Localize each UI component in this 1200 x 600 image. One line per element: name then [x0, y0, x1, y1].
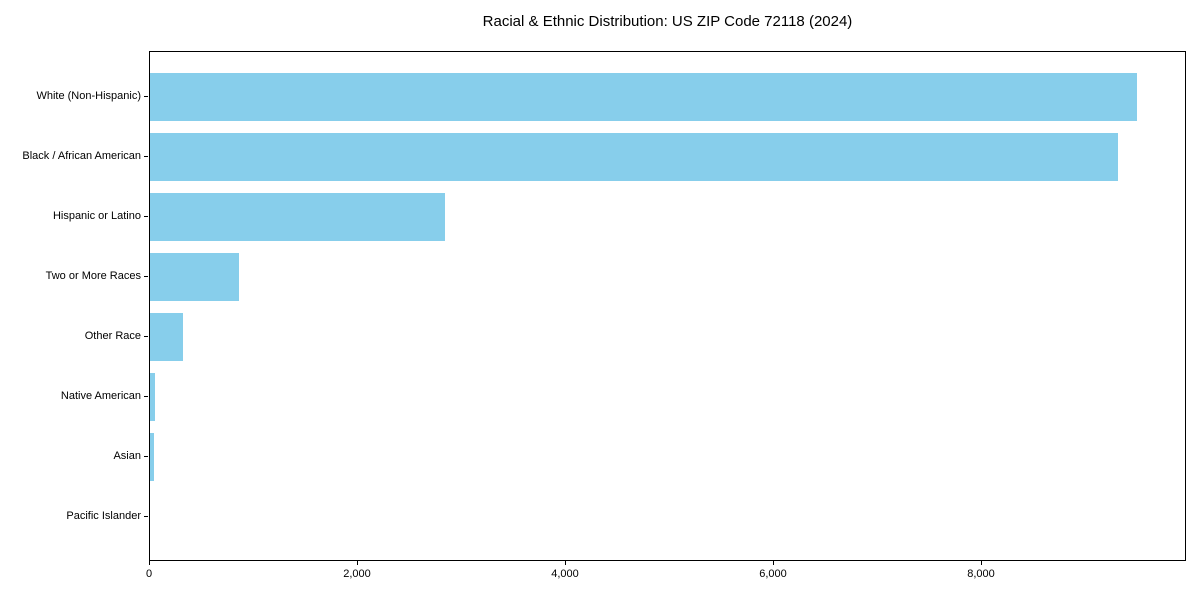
x-tick-label: 6,000 — [759, 568, 787, 580]
bar — [150, 73, 1137, 121]
x-tick-label: 2,000 — [343, 568, 371, 580]
y-tick-mark — [144, 516, 148, 517]
x-tick-mark — [357, 561, 358, 565]
y-tick-label: White (Non-Hispanic) — [36, 90, 141, 102]
y-tick-mark — [144, 156, 148, 157]
y-tick-label: Other Race — [84, 330, 141, 342]
chart-title: Racial & Ethnic Distribution: US ZIP Cod… — [482, 13, 853, 30]
bar — [150, 193, 445, 241]
y-tick-label: Hispanic or Latino — [52, 210, 141, 222]
y-tick-label: Pacific Islander — [66, 510, 141, 522]
x-tick-mark — [565, 561, 566, 565]
y-tick-mark — [144, 96, 148, 97]
bar — [150, 313, 183, 361]
y-tick-label: Black / African American — [22, 150, 141, 162]
plot-area — [149, 51, 1186, 561]
y-tick-label: Two or More Races — [45, 270, 141, 282]
y-tick-mark — [144, 336, 148, 337]
bar — [150, 373, 155, 421]
bar — [150, 133, 1118, 181]
y-tick-mark — [144, 396, 148, 397]
x-tick-label: 0 — [145, 568, 153, 580]
x-tick-mark — [773, 561, 774, 565]
y-tick-label: Asian — [113, 450, 141, 462]
x-tick-mark — [981, 561, 982, 565]
y-tick-mark — [144, 216, 148, 217]
y-tick-mark — [144, 276, 148, 277]
x-tick-label: 4,000 — [551, 568, 579, 580]
y-tick-mark — [144, 456, 148, 457]
bar — [150, 253, 239, 301]
x-tick-label: 8,000 — [967, 568, 995, 580]
bar — [150, 433, 154, 481]
x-tick-mark — [149, 561, 150, 565]
y-tick-label: Native American — [60, 390, 141, 402]
